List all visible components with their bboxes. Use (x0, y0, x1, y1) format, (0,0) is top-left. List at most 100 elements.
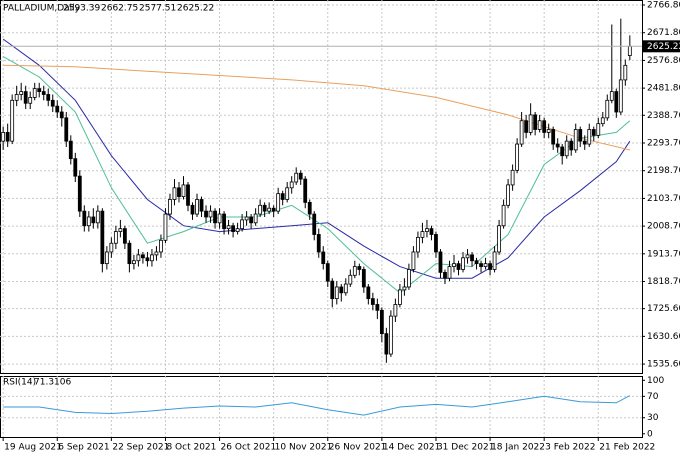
candle-body (569, 140, 574, 151)
candle-body (609, 91, 614, 101)
candle-body (82, 210, 87, 227)
candle-body (316, 234, 321, 253)
candle-body (330, 280, 335, 300)
candle-body (352, 266, 357, 276)
candle-body (190, 204, 195, 215)
candle-body (172, 187, 177, 200)
candle-body (411, 251, 416, 270)
x-tick-label: 26 Nov 2021 (329, 443, 387, 453)
y-tick-label: 30 (647, 413, 659, 423)
y-tick-label: 1535.60 (647, 360, 680, 370)
candle-body (443, 271, 447, 279)
candle-body (325, 263, 330, 282)
candle-body (452, 263, 456, 267)
candle-body (113, 231, 118, 244)
x-tick-label: 19 Aug 2021 (4, 443, 62, 453)
candle-body (343, 283, 348, 294)
candle-body (438, 251, 443, 273)
candle-body (217, 213, 222, 224)
candle-body (41, 91, 46, 95)
y-tick-label: 2576.80 (647, 56, 680, 66)
candle-body (488, 263, 492, 270)
candle-body (618, 79, 623, 113)
candle-body (425, 228, 429, 232)
candle-body (122, 228, 127, 244)
x-tick-label: 10 Nov 2021 (275, 443, 333, 453)
candle-body (573, 129, 578, 151)
candle-body (258, 204, 263, 215)
candle-body (361, 269, 366, 288)
candle-body (479, 263, 483, 267)
candle-body (253, 213, 258, 224)
candle-body (64, 117, 69, 142)
candle-body (614, 91, 619, 113)
candle-body (104, 251, 109, 265)
y-tick-label: 2198.70 (647, 166, 680, 176)
candle-body (348, 274, 353, 285)
candle-body (492, 251, 497, 270)
line-series (2, 56, 631, 294)
candle-body (470, 254, 474, 262)
candle-body (136, 254, 141, 262)
candle-body (91, 216, 96, 224)
candle-body (420, 231, 425, 238)
candle-body (429, 228, 434, 235)
candle-body (303, 178, 308, 203)
candle-body (285, 187, 290, 200)
low-label: 2577.51 (139, 4, 176, 14)
candle-body (73, 158, 78, 177)
candle-body (109, 242, 114, 253)
candle-body (249, 216, 254, 224)
candle-body (393, 304, 398, 317)
candle-body (208, 210, 213, 218)
y-tick-label: 2008.70 (647, 222, 680, 232)
y-tick-label: 2481.80 (647, 84, 680, 94)
candle-body (402, 286, 407, 291)
x-tick-label: 31 Dec 2021 (437, 443, 495, 453)
y-tick-label: 100 (647, 376, 664, 386)
y-tick-label: 2388.70 (647, 111, 680, 121)
candle-body (560, 146, 565, 157)
candle-body (141, 254, 145, 259)
candle-body (222, 213, 226, 230)
candle-body (32, 88, 37, 98)
candle-body (578, 129, 583, 142)
high-label: 2662.75 (101, 4, 138, 14)
candle-body (605, 99, 610, 119)
candle-body (456, 263, 461, 270)
candle-body (524, 120, 529, 133)
candle-body (321, 251, 326, 265)
symbol-label: PALLADIUM,Daily (3, 4, 81, 14)
candle-body (271, 207, 276, 212)
candle-body (357, 266, 362, 270)
rsi-panel (0, 376, 643, 438)
candle-body (86, 216, 91, 227)
y-tick-label: 2103.70 (647, 194, 680, 204)
rsi-title: RSI(14) (3, 378, 36, 388)
candle-body (226, 225, 231, 230)
rsi-value: 71.3106 (34, 378, 71, 388)
candle-body (127, 242, 132, 265)
candle-body (168, 199, 172, 215)
x-tick-label: 22 Sep 2021 (112, 443, 169, 453)
candle-body (591, 129, 596, 136)
candle-body (397, 289, 402, 305)
line-series (3, 395, 631, 416)
candle-body (555, 143, 560, 148)
candle-body (600, 117, 605, 125)
candle-body (14, 94, 19, 101)
candle-body (159, 239, 163, 253)
candle-body (1, 132, 6, 142)
candle-body (506, 184, 510, 206)
candle-body (240, 219, 245, 230)
candle-body (235, 228, 240, 232)
candle-body (150, 254, 154, 262)
candle-body (551, 129, 556, 145)
candle-body (627, 45, 632, 56)
price-label: 2625.22 (647, 42, 680, 52)
candle-body (186, 184, 190, 206)
candle-body (474, 260, 479, 265)
candle-body (388, 315, 393, 355)
y-tick-label: 2766.80 (647, 1, 680, 11)
